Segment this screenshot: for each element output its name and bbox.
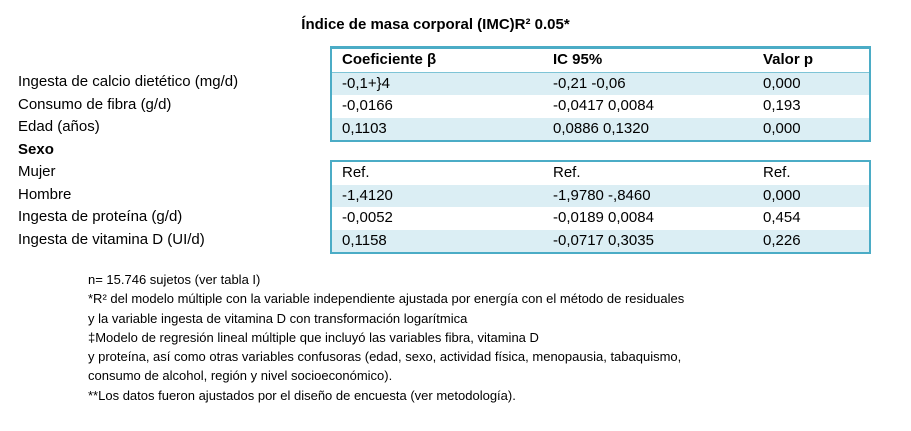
table-row: 0,1158 -0,0717 0,3035 0,226 — [332, 229, 869, 252]
cell-coef: 0,1158 — [342, 231, 387, 249]
table-row: -0,0052 -0,0189 0,0084 0,454 — [332, 207, 869, 230]
table-row: 0,1103 0,0886 0,1320 0,000 — [332, 117, 869, 140]
cell-p: 0,226 — [763, 231, 801, 249]
cell-ic: 0,0886 0,1320 — [553, 119, 649, 137]
cell-p: 0,000 — [763, 74, 801, 92]
footnote-line: y la variable ingesta de vitamina D con … — [88, 310, 468, 326]
cell-ic: -0,0717 0,3035 — [553, 231, 654, 249]
footnote-line: y proteína, así como otras variables con… — [88, 349, 682, 365]
cell-p: Ref. — [763, 164, 791, 181]
row-label: Ingesta de proteína (g/d) — [18, 208, 183, 225]
header-coef: Coeficiente β — [342, 51, 437, 68]
cell-ic: -0,0189 0,0084 — [553, 209, 654, 226]
cell-coef: -0,1+}4 — [342, 74, 390, 92]
row-label: Consumo de fibra (g/d) — [18, 95, 172, 113]
table-row: -0,0166 -0,0417 0,0084 0,193 — [332, 95, 869, 118]
cell-p: 0,193 — [763, 97, 801, 114]
section-label: Sexo — [18, 140, 54, 158]
cell-p: 0,454 — [763, 209, 801, 226]
footnote-line: ‡Modelo de regresión lineal múltiple que… — [88, 329, 539, 345]
cell-ic: Ref. — [553, 164, 581, 181]
footnote-line: consumo de alcohol, región y nivel socio… — [88, 368, 393, 384]
row-label: Ingesta de calcio dietético (mg/d) — [18, 73, 239, 90]
cell-coef: -1,4120 — [342, 186, 393, 204]
results-table-upper: Coeficiente β IC 95% Valor p -0,1+}4 -0,… — [330, 46, 871, 142]
cell-coef: -0,0052 — [342, 209, 393, 226]
cell-ic: -0,21 -0,06 — [553, 74, 626, 92]
cell-coef: 0,1103 — [342, 119, 387, 137]
header-ic: IC 95% — [553, 51, 603, 68]
footnote-line: **Los datos fueron ajustados por el dise… — [88, 387, 516, 403]
cell-ic: -1,9780 -,8460 — [553, 186, 651, 204]
cell-p: 0,000 — [763, 119, 801, 137]
row-label: Edad (años) — [18, 118, 100, 135]
header-p: Valor p — [763, 51, 814, 68]
footnote-line: *R² del modelo múltiple con la variable … — [88, 291, 685, 307]
cell-coef: -0,0166 — [342, 97, 393, 114]
cell-coef: Ref. — [342, 164, 370, 181]
row-labels: Ingesta de calcio dietético (mg/d) Consu… — [18, 71, 328, 251]
table-header-row: Coeficiente β IC 95% Valor p — [332, 49, 869, 72]
results-table-lower: Ref. Ref. Ref. -1,4120 -1,9780 -,8460 0,… — [330, 160, 871, 254]
table-row: Ref. Ref. Ref. — [332, 162, 869, 185]
footnotes: n= 15.746 sujetos (ver tabla I) *R² del … — [88, 270, 888, 405]
table-row: -1,4120 -1,9780 -,8460 0,000 — [332, 184, 869, 207]
cell-ic: -0,0417 0,0084 — [553, 97, 654, 114]
footnote-line: n= 15.746 sujetos (ver tabla I) — [88, 272, 261, 287]
row-label: Mujer — [18, 163, 56, 180]
row-label: Ingesta de vitamina D (UI/d) — [18, 230, 205, 248]
table-title: Índice de masa corporal (IMC)R² 0.05* — [301, 16, 570, 33]
row-label: Hombre — [18, 185, 72, 203]
table-row: -0,1+}4 -0,21 -0,06 0,000 — [332, 71, 869, 95]
cell-p: 0,000 — [763, 186, 801, 204]
